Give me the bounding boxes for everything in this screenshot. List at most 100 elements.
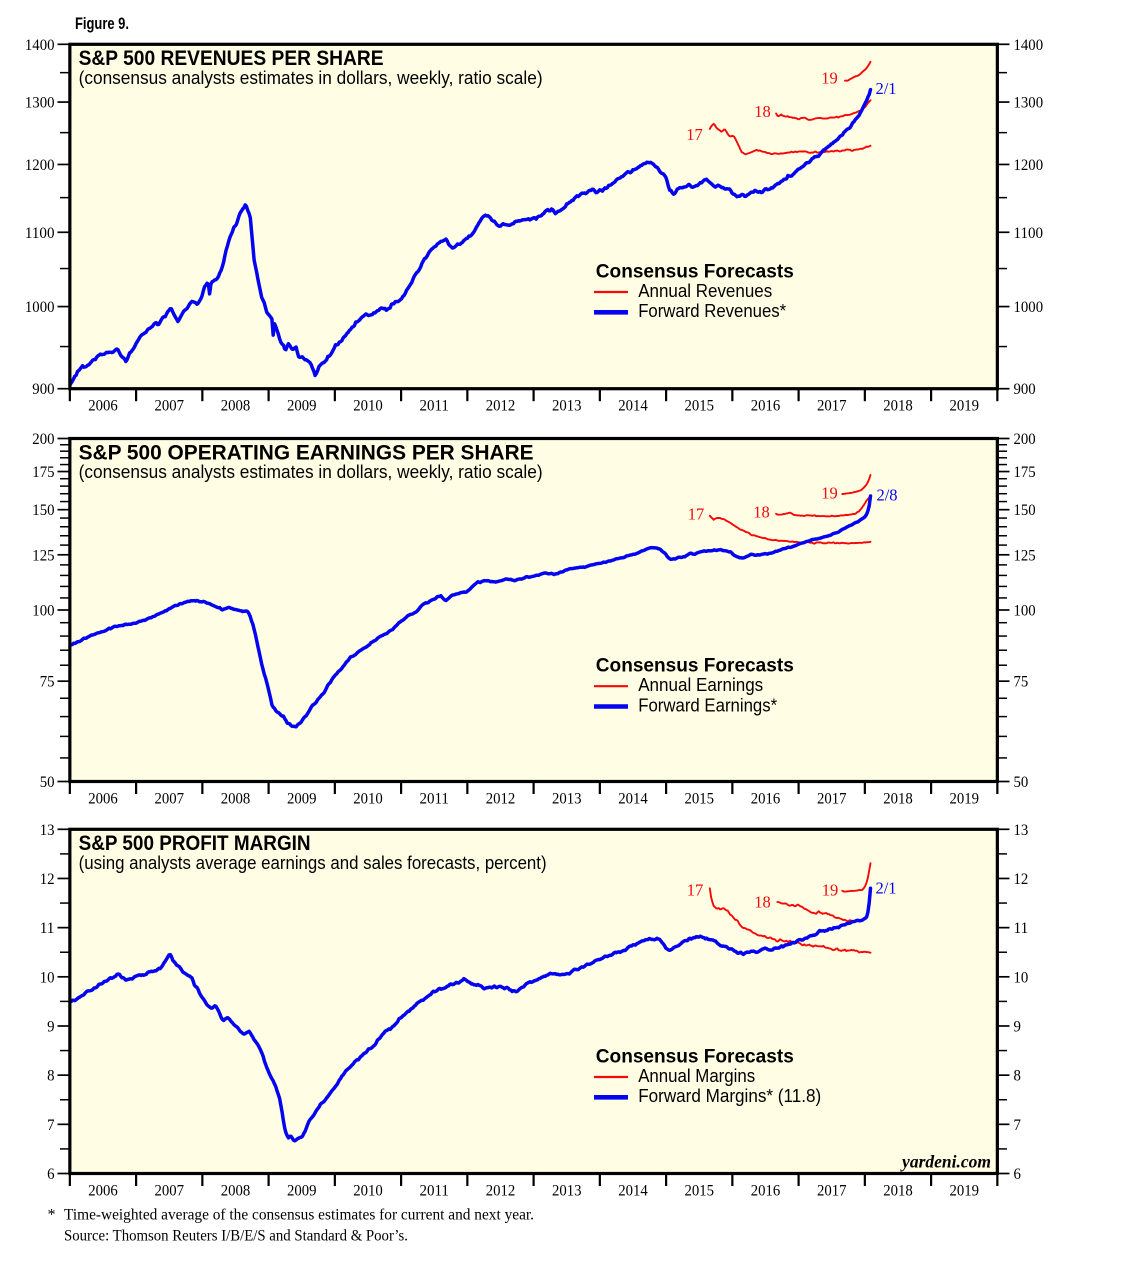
svg-text:17: 17 [688, 504, 705, 523]
svg-text:2017: 2017 [817, 398, 847, 415]
svg-text:18: 18 [754, 102, 771, 121]
svg-text:150: 150 [32, 502, 54, 519]
svg-text:17: 17 [686, 125, 703, 144]
svg-text:Annual Margins: Annual Margins [638, 1066, 755, 1086]
svg-text:125: 125 [32, 547, 54, 564]
svg-text:9: 9 [1014, 1019, 1022, 1036]
svg-text:2017: 2017 [817, 790, 847, 807]
svg-text:1200: 1200 [1014, 157, 1044, 174]
svg-text:8: 8 [1014, 1068, 1022, 1085]
svg-text:S&P 500 REVENUES PER SHARE: S&P 500 REVENUES PER SHARE [79, 46, 384, 70]
svg-text:2013: 2013 [552, 1182, 582, 1199]
svg-text:Consensus Forecasts: Consensus Forecasts [596, 1046, 794, 1067]
svg-text:10: 10 [40, 969, 55, 986]
svg-text:175: 175 [32, 464, 54, 481]
svg-text:2013: 2013 [552, 790, 582, 807]
svg-text:2011: 2011 [419, 398, 449, 415]
svg-text:50: 50 [1014, 774, 1029, 791]
svg-text:Forward Margins* (11.8): Forward Margins* (11.8) [638, 1086, 821, 1106]
svg-text:2006: 2006 [88, 790, 118, 807]
svg-text:(consensus analysts estimates: (consensus analysts estimates in dollars… [79, 462, 543, 482]
svg-text:2014: 2014 [618, 790, 648, 807]
svg-text:2018: 2018 [883, 790, 913, 807]
svg-text:Forward Revenues*: Forward Revenues* [638, 301, 786, 321]
svg-text:2016: 2016 [751, 398, 781, 415]
svg-text:2008: 2008 [221, 790, 251, 807]
svg-text:*: * [48, 1207, 56, 1224]
svg-text:100: 100 [32, 603, 54, 620]
svg-text:2013: 2013 [552, 398, 582, 415]
svg-text:2011: 2011 [419, 790, 449, 807]
svg-text:19: 19 [822, 880, 839, 899]
svg-text:2015: 2015 [684, 1182, 714, 1199]
svg-text:200: 200 [1014, 431, 1036, 448]
svg-text:18: 18 [754, 892, 771, 911]
svg-text:2014: 2014 [618, 1182, 648, 1199]
svg-text:100: 100 [1014, 603, 1036, 620]
svg-text:11: 11 [1014, 920, 1029, 937]
svg-text:Forward Earnings*: Forward Earnings* [638, 695, 777, 715]
svg-text:Figure 9.: Figure 9. [75, 14, 129, 33]
svg-text:900: 900 [1014, 381, 1036, 398]
svg-text:1300: 1300 [25, 95, 55, 112]
svg-text:2019: 2019 [949, 1182, 979, 1199]
svg-text:S&P 500 OPERATING EARNINGS PER: S&P 500 OPERATING EARNINGS PER SHARE [79, 440, 534, 464]
svg-text:17: 17 [687, 880, 704, 899]
svg-text:2011: 2011 [419, 1182, 449, 1199]
svg-text:2/8: 2/8 [876, 485, 897, 504]
svg-text:2009: 2009 [287, 790, 317, 807]
svg-text:18: 18 [753, 502, 770, 521]
svg-text:2015: 2015 [684, 398, 714, 415]
svg-text:6: 6 [47, 1166, 55, 1183]
svg-text:S&P 500 PROFIT MARGIN: S&P 500 PROFIT MARGIN [79, 831, 311, 855]
svg-text:1000: 1000 [1014, 299, 1044, 316]
svg-text:200: 200 [32, 431, 54, 448]
svg-text:2007: 2007 [154, 398, 184, 415]
svg-text:Annual Earnings: Annual Earnings [638, 675, 763, 695]
svg-text:Source: Thomson Reuters I/B/E/: Source: Thomson Reuters I/B/E/S and Stan… [64, 1228, 408, 1245]
svg-text:9: 9 [47, 1019, 55, 1036]
svg-text:(consensus analysts estimates: (consensus analysts estimates in dollars… [79, 68, 543, 88]
svg-text:2012: 2012 [486, 398, 516, 415]
svg-text:12: 12 [1014, 871, 1029, 888]
svg-text:75: 75 [1014, 674, 1029, 691]
svg-text:2007: 2007 [154, 790, 184, 807]
svg-text:125: 125 [1014, 547, 1036, 564]
svg-text:1300: 1300 [1014, 95, 1044, 112]
svg-text:Consensus Forecasts: Consensus Forecasts [596, 261, 794, 282]
svg-text:2014: 2014 [618, 398, 648, 415]
svg-text:2/1: 2/1 [875, 878, 896, 897]
svg-text:6: 6 [1014, 1166, 1022, 1183]
svg-text:yardeni.com: yardeni.com [900, 1151, 991, 1171]
svg-text:1100: 1100 [25, 225, 55, 242]
svg-text:Annual Revenues: Annual Revenues [638, 281, 772, 301]
svg-text:2007: 2007 [154, 1182, 184, 1199]
svg-text:1000: 1000 [25, 299, 55, 316]
svg-text:7: 7 [1014, 1117, 1022, 1134]
svg-text:150: 150 [1014, 502, 1036, 519]
svg-text:2006: 2006 [88, 1182, 118, 1199]
svg-text:Consensus Forecasts: Consensus Forecasts [596, 656, 794, 677]
svg-text:2/1: 2/1 [875, 79, 896, 98]
svg-text:2010: 2010 [353, 790, 383, 807]
svg-text:2018: 2018 [883, 1182, 913, 1199]
svg-text:900: 900 [32, 381, 54, 398]
svg-text:2018: 2018 [883, 398, 913, 415]
svg-text:8: 8 [47, 1068, 55, 1085]
svg-text:13: 13 [40, 822, 55, 839]
svg-text:2019: 2019 [949, 790, 979, 807]
svg-text:19: 19 [821, 68, 838, 87]
svg-text:2006: 2006 [88, 398, 118, 415]
svg-text:75: 75 [40, 674, 55, 691]
svg-text:2008: 2008 [221, 1182, 251, 1199]
svg-text:1400: 1400 [1014, 37, 1044, 54]
svg-text:(using analysts average earnin: (using analysts average earnings and sal… [79, 853, 547, 873]
svg-text:175: 175 [1014, 464, 1036, 481]
svg-text:10: 10 [1014, 969, 1029, 986]
svg-text:2016: 2016 [751, 790, 781, 807]
svg-text:Time-weighted average of the c: Time-weighted average of the consensus e… [64, 1207, 534, 1224]
svg-text:50: 50 [40, 774, 55, 791]
svg-text:2009: 2009 [287, 398, 317, 415]
svg-text:2012: 2012 [486, 1182, 516, 1199]
svg-text:19: 19 [821, 483, 838, 502]
